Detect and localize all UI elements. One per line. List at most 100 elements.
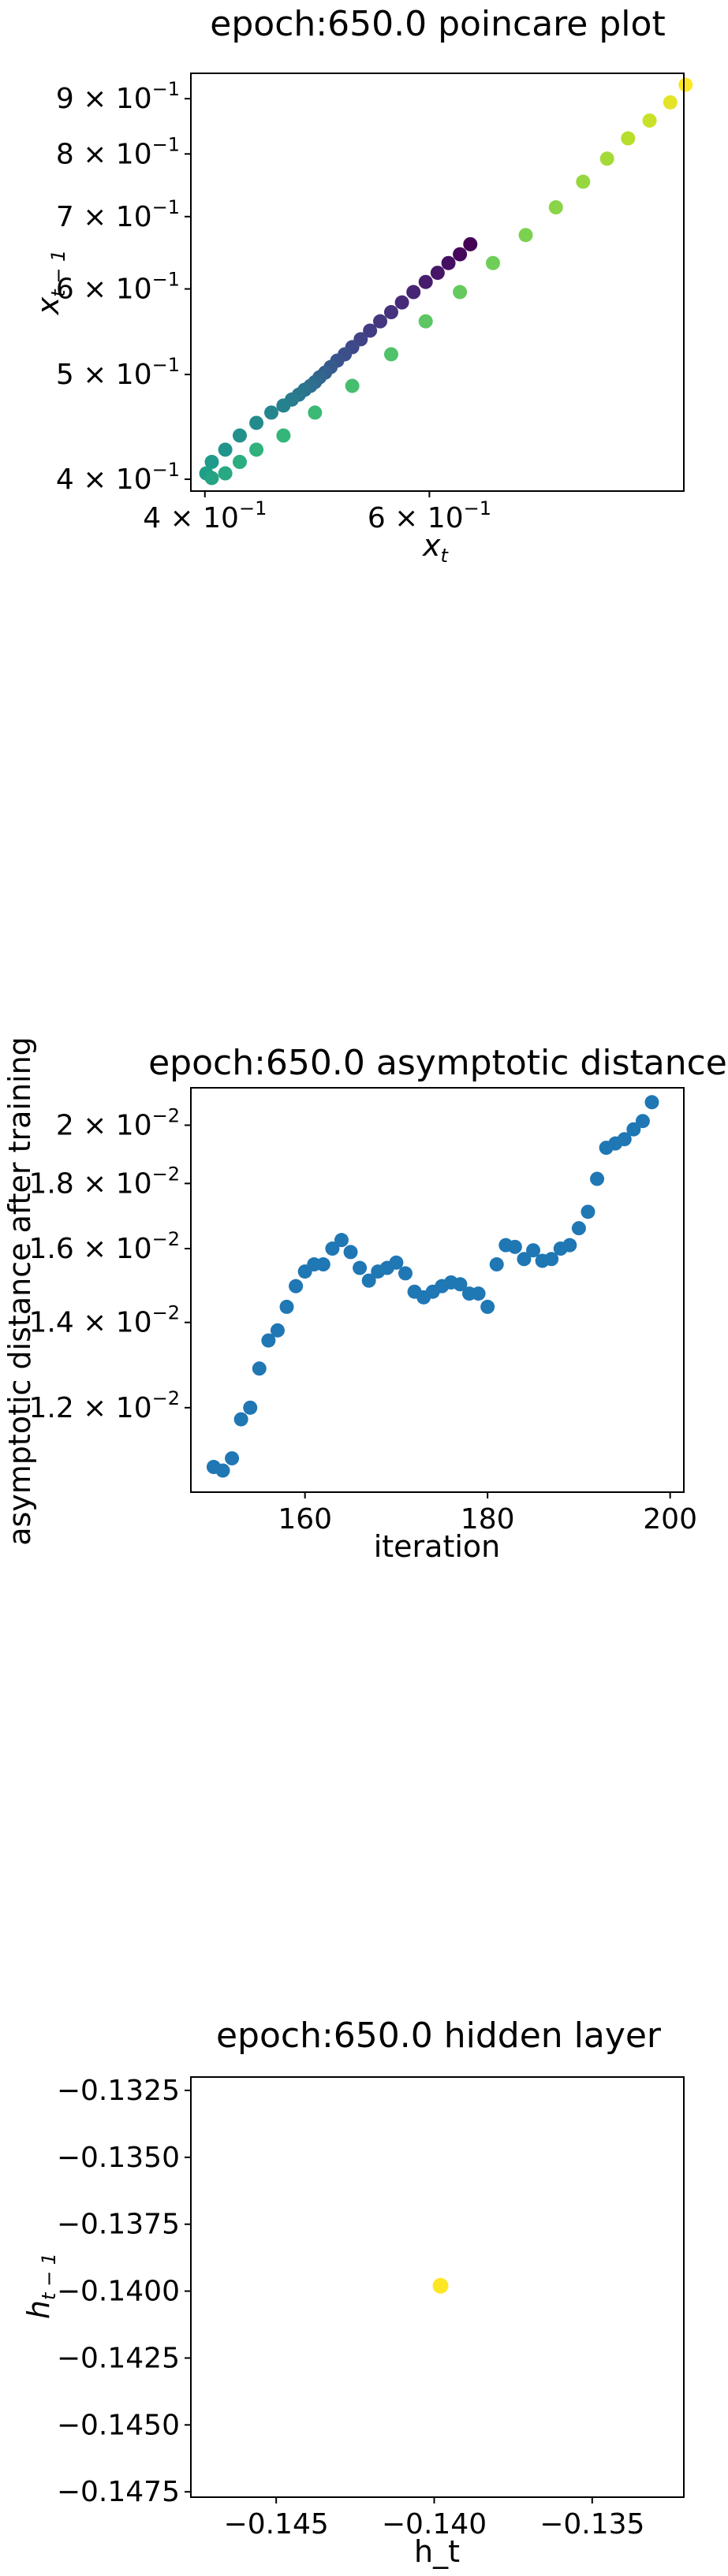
data-point [453, 247, 468, 262]
data-point [204, 455, 219, 470]
y-axis-label: xt − 1 [31, 250, 69, 316]
data-point [571, 1221, 586, 1236]
y-tick-label: −0.1425 [57, 2342, 180, 2374]
data-point [353, 1260, 368, 1275]
data-point [218, 442, 233, 457]
x-axis-label: h_t [414, 2534, 460, 2569]
data-point [590, 1171, 605, 1186]
data-points [206, 1095, 659, 1478]
data-point [642, 113, 657, 128]
data-point [432, 2277, 449, 2294]
data-point [389, 1255, 404, 1270]
data-point [345, 378, 360, 393]
y-tick-label: 1.4 × 10−2 [28, 1302, 180, 1339]
data-point [289, 1279, 304, 1294]
y-tick-label: 2 × 10−2 [56, 1104, 180, 1141]
data-point [215, 1463, 230, 1478]
data-point [276, 398, 291, 413]
data-point [225, 1451, 240, 1466]
data-point [261, 1333, 276, 1348]
data-point [315, 1257, 330, 1272]
data-point [471, 1286, 486, 1301]
y-tick-label: 5 × 10−1 [56, 354, 180, 391]
data-point [489, 1257, 504, 1272]
data-point [517, 1252, 532, 1267]
data-point [383, 305, 398, 320]
data-point [276, 428, 291, 443]
chart-title: epoch:650.0 asymptotic distance [148, 1043, 727, 1083]
plot-frame [190, 1087, 685, 1493]
y-tick-label: −0.1400 [57, 2276, 180, 2308]
plot-frame [190, 2076, 685, 2498]
y-tick-label: −0.1325 [57, 2075, 180, 2107]
data-point [398, 1266, 413, 1281]
x-tick-label: 180 [461, 1503, 515, 1536]
data-point [343, 1245, 358, 1260]
data-point [218, 466, 233, 481]
y-axis-label: ht − 1 [21, 2253, 60, 2319]
data-point [663, 95, 678, 110]
y-tick-label: −0.1350 [57, 2142, 180, 2174]
data-point [233, 1412, 248, 1427]
y-tick-label: 1.6 × 10−2 [28, 1228, 180, 1265]
data-point [626, 1122, 641, 1137]
data-point [507, 1239, 522, 1254]
data-point [406, 285, 421, 300]
data-point [463, 236, 478, 251]
y-tick-labels: −0.1325 −0.1350 −0.1375 −0.1400 −0.1425 −0.14… [57, 2075, 191, 2508]
y-tick-labels: 4 × 10−1 5 × 10−1 6 × 10−1 7 × 10−1 8 × 10−1… [56, 78, 191, 496]
y-tick-label: 7 × 10−1 [56, 196, 180, 233]
data-point [252, 1361, 267, 1376]
data-point [518, 228, 533, 243]
poincare-plot: epoch:650.0 poincare plot 4 × 10−1 6 × 10… [31, 4, 693, 567]
data-point [325, 1241, 340, 1256]
data-point [264, 405, 279, 420]
y-tick-label: 6 × 10−1 [56, 269, 180, 306]
data-point [363, 323, 378, 338]
data-point [544, 1252, 559, 1267]
data-point [394, 295, 409, 310]
data-point [526, 1243, 541, 1258]
data-point [599, 151, 614, 166]
data-point [334, 1233, 349, 1248]
data-point [243, 1400, 258, 1415]
x-axis-label: iteration [374, 1529, 501, 1564]
data-point [361, 1273, 376, 1288]
data-point [576, 174, 591, 189]
hidden-layer-plot: epoch:650.0 hidden layer −0.145 −0.140 −0.… [21, 2016, 685, 2569]
data-point [279, 1299, 294, 1314]
x-tick-labels: 4 × 10−1 6 × 10−1 [143, 491, 491, 534]
x-tick-labels: 160 180 200 [278, 1492, 697, 1536]
data-point [204, 471, 219, 486]
data-point [635, 1114, 650, 1129]
data-point [548, 200, 563, 215]
data-point [678, 77, 693, 92]
data-point [418, 274, 433, 289]
data-point [232, 428, 247, 443]
data-point [270, 1323, 285, 1338]
x-axis-label: xt [422, 528, 450, 567]
x-tick-label: 160 [278, 1503, 332, 1536]
data-point [249, 415, 264, 430]
data-point [430, 266, 445, 281]
y-axis-label: asymptotic distance after training [2, 1037, 37, 1546]
data-point [453, 285, 468, 300]
data-point [581, 1204, 595, 1219]
data-point [617, 1132, 632, 1147]
x-tick-label: −0.140 [382, 2508, 487, 2541]
data-point [249, 442, 264, 457]
data-point [621, 131, 636, 146]
x-tick-label: 6 × 10−1 [368, 497, 491, 534]
data-point [383, 347, 398, 362]
y-tick-labels: 1.2 × 10−2 1.4 × 10−2 1.6 × 10−2 1.8 × 10−2… [28, 1104, 191, 1424]
plot-frame [190, 73, 685, 492]
x-tick-label: −0.135 [539, 2508, 644, 2541]
y-tick-label: 1.8 × 10−2 [28, 1163, 180, 1200]
x-tick-labels: −0.145 −0.140 −0.135 [224, 2497, 644, 2541]
chart-title: epoch:650.0 poincare plot [210, 4, 665, 44]
data-point [373, 314, 388, 329]
x-tick-label: 4 × 10−1 [143, 497, 267, 534]
y-tick-label: 9 × 10−1 [56, 78, 180, 115]
x-tick-label: 200 [643, 1503, 697, 1536]
